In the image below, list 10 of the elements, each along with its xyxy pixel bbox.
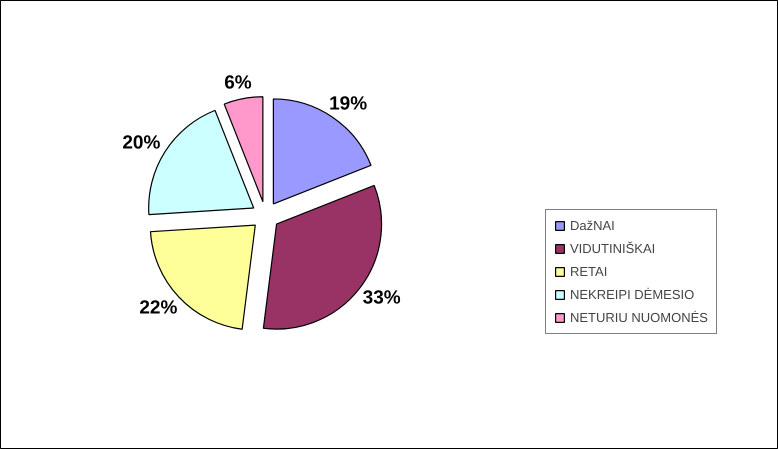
data-label: 33% xyxy=(362,288,401,309)
legend-label: NETURIU NUOMONĖS xyxy=(570,310,708,325)
data-label: 20% xyxy=(122,132,161,154)
data-label: 19% xyxy=(329,93,368,114)
legend-label: RETAI xyxy=(570,264,608,279)
legend-label: NEKREIPI DĖMESIO xyxy=(570,287,694,302)
data-label: 22% xyxy=(139,297,178,318)
legend-label: VIDUTINIŠKAI xyxy=(570,241,656,256)
data-label: 6% xyxy=(224,72,252,94)
legend-label: DažNAI xyxy=(570,218,615,233)
